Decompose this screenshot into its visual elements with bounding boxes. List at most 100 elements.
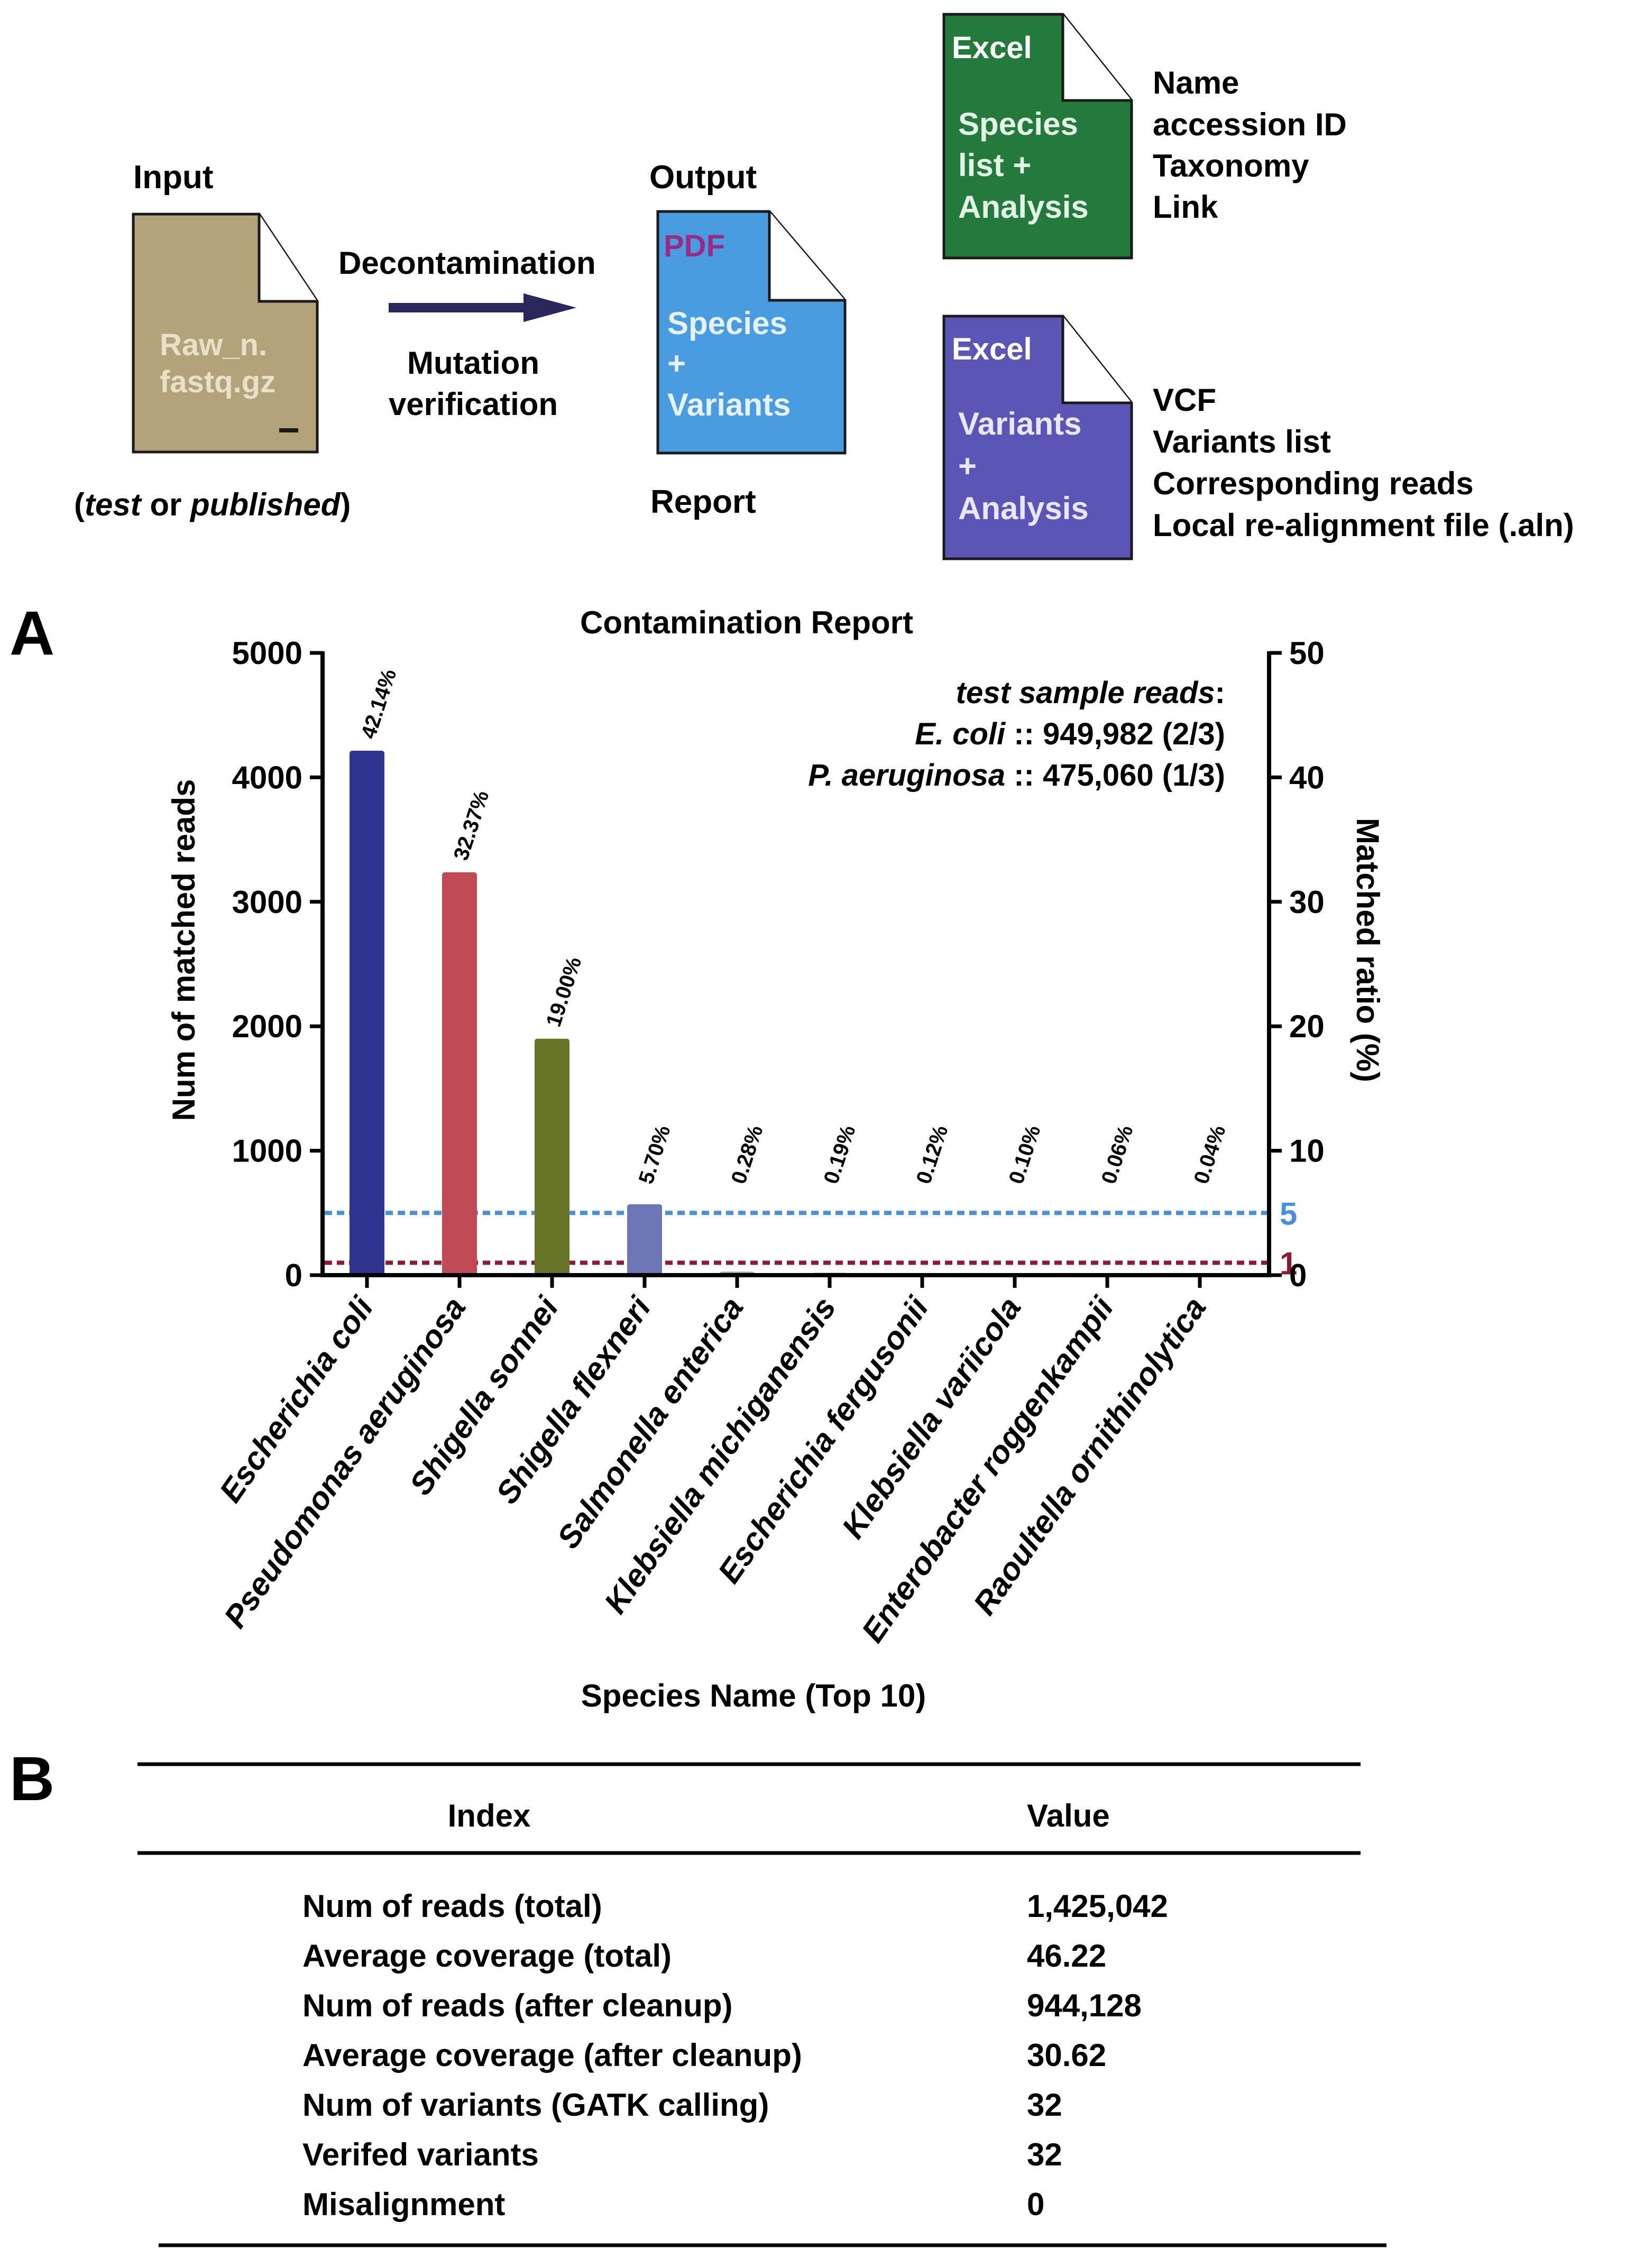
ratio-label: 0.28%: [727, 1122, 768, 1186]
pdf-file-icon: [656, 210, 847, 455]
table-cell-value: 46.22: [1027, 1938, 1106, 1974]
excel-variants-item: Variants list: [1153, 424, 1331, 459]
excel-species-type: Excel: [952, 31, 1032, 65]
table-row: Average coverage (after cleanup) 30.62: [302, 2037, 1106, 2073]
ratio-label: 0.10%: [1005, 1122, 1045, 1186]
annotation-line3: P. aeruginosa :: 475,060 (1/3): [808, 758, 1225, 792]
excel-variants-line1: Variants: [958, 406, 1081, 441]
bar: [535, 1038, 569, 1275]
excel-variants-line2: +: [958, 448, 977, 484]
chart-title: Contamination Report: [580, 605, 913, 640]
excel-variants-line3: Analysis: [958, 491, 1089, 526]
ratio-label: 42.14%: [357, 666, 401, 742]
panel-label-a: A: [10, 598, 54, 668]
excel-species-line1: Species: [958, 106, 1078, 142]
y-tick-label: 3000: [232, 884, 302, 920]
input-file-line1: Raw_n.: [160, 328, 267, 362]
arrow-label-top: Decontamination: [338, 245, 596, 281]
table-row: Num of reads (total) 1,425,042: [302, 1888, 1168, 1924]
input-note: (test or published): [74, 487, 351, 522]
table-row: Misalignment 0: [302, 2187, 1044, 2222]
annotation-line2: E. coli :: 949,982 (2/3): [915, 717, 1225, 751]
threshold-label: 5: [1280, 1196, 1297, 1231]
excel-variants-type: Excel: [952, 332, 1032, 366]
y-tick-label: 2000: [232, 1009, 302, 1044]
annotation-line1: test sample reads:: [956, 676, 1225, 710]
pdf-file-line2: +: [667, 346, 686, 381]
excel-variants-file-icon: [942, 315, 1133, 560]
y2-tick-label: 50: [1289, 635, 1325, 671]
ratio-label: 0.06%: [1097, 1122, 1138, 1186]
x-tick-label: Klebsiella variicola: [835, 1290, 1028, 1545]
excel-variants-item: VCF: [1153, 382, 1216, 418]
table-cell-index: Misalignment: [302, 2187, 505, 2222]
bar: [627, 1204, 662, 1275]
table-cell-value: 1,425,042: [1027, 1888, 1168, 1924]
y-tick-label: 1000: [232, 1133, 302, 1169]
threshold-label: 1: [1280, 1246, 1297, 1281]
table-row: Verifed variants 32: [302, 2137, 1062, 2172]
excel-variants-item: Corresponding reads: [1153, 466, 1474, 501]
input-file-mark: [279, 428, 298, 432]
pdf-file-type: PDF: [664, 229, 725, 263]
excel-species-item: Name: [1153, 65, 1239, 100]
table-cell-value: 32: [1027, 2137, 1062, 2172]
ratio-label: 32.37%: [449, 788, 494, 863]
x-tick-label: Salmonella enterica: [550, 1290, 750, 1555]
excel-species-item: Taxonomy: [1153, 148, 1309, 183]
table-cell-index: Average coverage (total): [302, 1938, 672, 1974]
workflow-diagram: Input Raw_n. fastq.gz (test or published…: [74, 13, 1574, 560]
table-cell-value: 32: [1027, 2087, 1062, 2123]
excel-species-line2: list +: [958, 147, 1031, 183]
bar: [350, 751, 384, 1275]
input-heading: Input: [133, 159, 214, 196]
excel-variants-item: Local re-alignment file (.aln): [1153, 508, 1574, 543]
ratio-label: 19.00%: [542, 954, 586, 1030]
panel-label-b: B: [10, 1744, 54, 1814]
table-cell-value: 0: [1027, 2187, 1044, 2222]
ratio-label: 0.19%: [820, 1122, 860, 1186]
table-cell-index: Average coverage (after cleanup): [302, 2037, 802, 2073]
y-tick-label: 5000: [232, 635, 302, 671]
process-arrow: [389, 293, 576, 322]
y2-tick-label: 0: [1289, 1258, 1307, 1293]
pdf-file-line1: Species: [667, 306, 787, 341]
table-header-index: Index: [448, 1798, 531, 1833]
excel-species-line3: Analysis: [958, 189, 1089, 225]
arrow-label-line2: verification: [389, 386, 558, 422]
output-heading: Output: [649, 159, 757, 196]
stats-table: Index Value Num of reads (total) 1,425,0…: [137, 1762, 1386, 2247]
table-row: Num of variants (GATK calling) 32: [302, 2087, 1062, 2123]
input-file-icon: [132, 213, 319, 454]
y2-tick-label: 40: [1289, 760, 1325, 795]
input-file-line2: fastq.gz: [160, 365, 275, 399]
table-cell-index: Num of reads (total): [302, 1888, 602, 1924]
y-tick-label: 4000: [232, 760, 302, 795]
contamination-chart: Contamination Report 5101000200030004000…: [166, 605, 1385, 1713]
excel-species-item: Link: [1153, 189, 1218, 225]
y-axis-label: Num of matched reads: [166, 779, 201, 1121]
y2-tick-label: 20: [1289, 1009, 1325, 1044]
excel-species-item: accession ID: [1153, 107, 1347, 142]
y-tick-label: 0: [285, 1258, 302, 1293]
ratio-label: 0.12%: [912, 1122, 953, 1186]
table-row: Average coverage (total) 46.22: [302, 1938, 1106, 1974]
x-axis-label: Species Name (Top 10): [581, 1678, 926, 1713]
table-cell-index: Num of variants (GATK calling): [302, 2087, 769, 2123]
ratio-label: 5.70%: [635, 1122, 675, 1186]
y2-axis-label: Matched ratio (%): [1350, 818, 1385, 1082]
bar: [442, 872, 477, 1275]
ratio-label: 0.04%: [1190, 1122, 1230, 1186]
table-cell-value: 944,128: [1027, 1988, 1142, 2023]
table-header-value: Value: [1027, 1798, 1110, 1833]
table-row: Num of reads (after cleanup) 944,128: [302, 1988, 1142, 2023]
arrow-label-line1: Mutation: [407, 345, 539, 381]
table-cell-index: Num of reads (after cleanup): [302, 1988, 733, 2023]
table-cell-index: Verifed variants: [302, 2137, 539, 2172]
table-cell-value: 30.62: [1027, 2037, 1106, 2073]
y2-tick-label: 30: [1289, 884, 1325, 920]
pdf-file-line3: Variants: [667, 387, 791, 422]
excel-species-file-icon: [942, 13, 1133, 260]
output-caption: Report: [650, 484, 756, 520]
